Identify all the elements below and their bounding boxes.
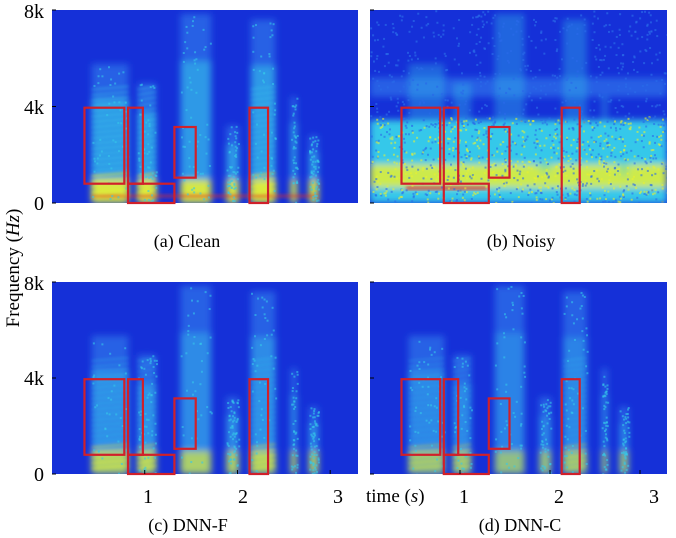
x-tick-label: 2 bbox=[238, 486, 248, 508]
y-tick-label: 4k bbox=[24, 97, 44, 119]
panel-noisy bbox=[370, 9, 667, 205]
highlight-box bbox=[400, 106, 442, 185]
y-tick-label: 0 bbox=[34, 193, 44, 215]
caption-dnn-f: (c) DNN-F bbox=[148, 515, 227, 536]
caption-clean: (a) Clean bbox=[154, 231, 220, 252]
highlight-box bbox=[487, 125, 511, 179]
panel-clean bbox=[52, 9, 358, 205]
caption-dnn-c: (d) DNN-C bbox=[479, 515, 562, 536]
y-tick-label: 0 bbox=[34, 464, 44, 486]
highlight-box bbox=[173, 397, 197, 450]
highlight-box bbox=[560, 378, 581, 476]
spectrogram-image bbox=[52, 282, 358, 474]
highlight-box bbox=[173, 125, 197, 179]
spectrogram-image bbox=[370, 282, 667, 474]
highlight-box bbox=[442, 453, 490, 476]
y-tick-label: 4k bbox=[24, 368, 44, 390]
caption-noisy: (b) Noisy bbox=[487, 231, 556, 252]
y-tick-label: 8k bbox=[24, 1, 44, 23]
x-tick-label: 3 bbox=[649, 486, 659, 508]
x-axis-label: time (s) bbox=[366, 486, 425, 507]
highlight-box bbox=[248, 106, 270, 205]
highlight-box bbox=[83, 378, 126, 456]
panel-dnn-c bbox=[370, 281, 667, 476]
highlight-box bbox=[83, 106, 126, 185]
highlight-box bbox=[442, 182, 490, 205]
x-tick-label: 2 bbox=[554, 486, 564, 508]
x-tick-label: 3 bbox=[333, 486, 343, 508]
highlight-box bbox=[126, 182, 176, 205]
x-tick-label: 1 bbox=[143, 486, 153, 508]
highlight-box bbox=[560, 106, 581, 205]
panel-dnn-f bbox=[52, 281, 358, 476]
x-tick-label: 1 bbox=[459, 486, 469, 508]
highlight-box bbox=[248, 378, 270, 476]
y-axis-label: Frequency (Hz) bbox=[3, 209, 24, 328]
highlight-box bbox=[487, 397, 511, 450]
y-tick-label: 8k bbox=[24, 273, 44, 295]
highlight-box bbox=[400, 378, 442, 456]
highlight-box bbox=[126, 453, 176, 476]
